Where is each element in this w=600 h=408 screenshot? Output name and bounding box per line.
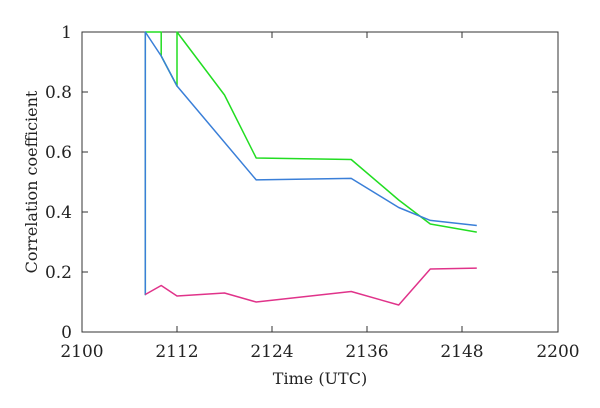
axis-ticks [81, 31, 559, 333]
x-tick-label: 2124 [250, 342, 293, 362]
y-tick-label: 0.2 [45, 263, 72, 283]
y-tick-label: 0.6 [45, 143, 72, 163]
x-tick-label: 2148 [440, 342, 483, 362]
tick-labels: 2100 2112 2124 2136 2148 2200 0 0.2 0.4 0.6 0.8 1 [45, 23, 580, 362]
y-tick-label: 0.8 [45, 83, 72, 103]
series-line-1 [144, 31, 477, 296]
plot-frame [81, 31, 559, 333]
x-tick-label: 2112 [155, 342, 198, 362]
series-line-2 [144, 31, 477, 296]
y-tick-label: 0.4 [45, 203, 72, 223]
series-layer [144, 31, 477, 306]
y-axis-title: Correlation coefficient [22, 90, 41, 273]
x-tick-label: 2200 [536, 342, 579, 362]
x-axis-title: Time (UTC) [273, 369, 367, 388]
y-tick-label: 1 [61, 23, 72, 43]
y-tick-label: 0 [61, 323, 72, 343]
x-tick-label: 2100 [60, 342, 103, 362]
x-tick-label: 2136 [345, 342, 388, 362]
series-line-3 [144, 267, 477, 306]
